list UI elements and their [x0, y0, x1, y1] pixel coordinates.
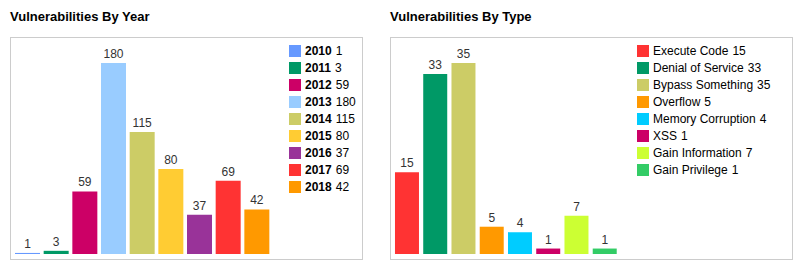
- svg-text:1: 1: [601, 233, 608, 247]
- html-text:2017 69: 2017 69: [305, 162, 350, 177]
- svg-text:69: 69: [221, 165, 235, 179]
- svg-text:5: 5: [488, 211, 495, 225]
- svg-text:59: 59: [78, 175, 92, 189]
- svg-text:37: 37: [193, 199, 207, 213]
- html-text:Vulnerabilities By Year: Vulnerabilities By Year: [10, 9, 150, 24]
- svg-text:33: 33: [429, 58, 443, 72]
- html-text:XSS 1: XSS 1: [653, 128, 688, 143]
- html-text:2014 115: 2014 115: [305, 111, 355, 126]
- svg-text:115: 115: [133, 116, 152, 130]
- html-text:2018 42: 2018 42: [305, 179, 350, 194]
- html-text:Bypass Something 35: Bypass Something 35: [653, 77, 771, 92]
- html-text:Denial of Service 33: Denial of Service 33: [653, 60, 762, 75]
- html-text:2012 59: 2012 59: [305, 77, 350, 92]
- html-text:Overflow 5: Overflow 5: [653, 94, 711, 109]
- svg-text:80: 80: [164, 153, 178, 167]
- html-text:Vulnerabilities By Type: Vulnerabilities By Type: [390, 9, 532, 24]
- html-text:Execute Code 15: Execute Code 15: [653, 43, 746, 58]
- html-text:2016 37: 2016 37: [305, 145, 350, 160]
- html-text:2013 180: 2013 180: [305, 94, 356, 109]
- html-text:Memory Corruption 4: Memory Corruption 4: [653, 111, 767, 126]
- html-text:2011 3: 2011 3: [305, 60, 342, 75]
- html-text:2015 80: 2015 80: [305, 128, 350, 143]
- html-text:2010 1: 2010 1: [305, 43, 343, 58]
- svg-text:4: 4: [517, 216, 524, 230]
- svg-text:1: 1: [545, 233, 552, 247]
- svg-text:7: 7: [573, 200, 580, 214]
- html-text:Gain Information 7: Gain Information 7: [653, 145, 753, 160]
- svg-text:180: 180: [103, 47, 123, 61]
- svg-text:1: 1: [24, 237, 31, 251]
- svg-text:42: 42: [250, 193, 264, 207]
- svg-text:3: 3: [53, 235, 60, 249]
- svg-text:35: 35: [457, 47, 471, 61]
- svg-text:15: 15: [400, 156, 414, 170]
- html-text:Gain Privilege 1: Gain Privilege 1: [653, 162, 739, 177]
